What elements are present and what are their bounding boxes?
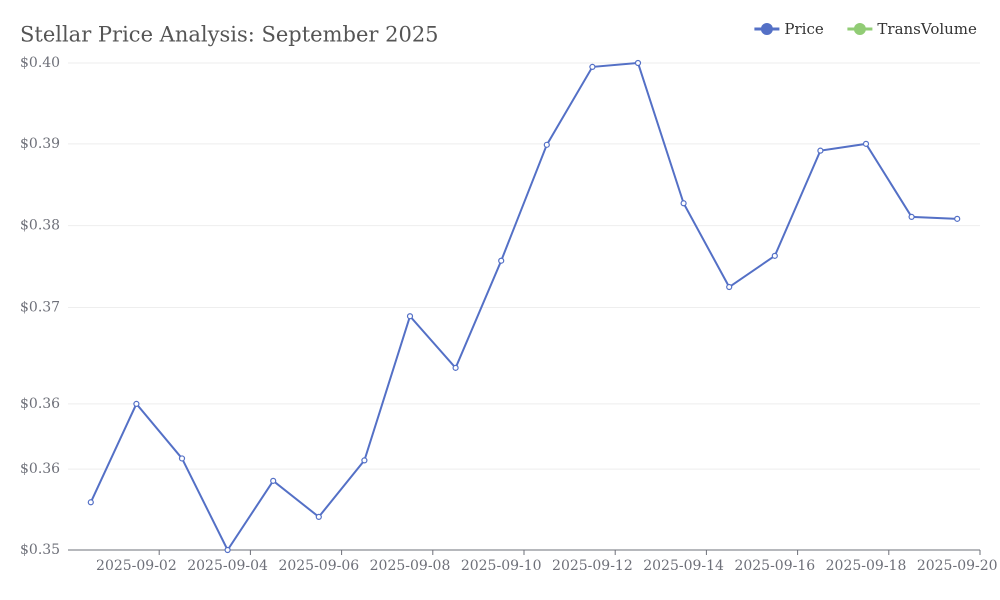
legend-swatch-dot — [760, 23, 773, 35]
x-tick-label: 2025-09-06 — [278, 558, 359, 574]
x-tick-label: 2025-09-02 — [96, 558, 177, 574]
chart-title: Stellar Price Analysis: September 2025 — [20, 23, 439, 47]
point — [954, 215, 961, 222]
y-tick-label: $0.35 — [20, 542, 60, 558]
point — [862, 140, 870, 147]
point — [680, 200, 687, 207]
point — [270, 477, 277, 484]
price-line — [89, 61, 958, 553]
point — [361, 457, 368, 464]
legend-label: TransVolume — [877, 20, 977, 38]
point — [178, 455, 186, 462]
point — [726, 283, 733, 291]
legend-swatch-dot — [853, 23, 866, 35]
x-tick-label: 2025-09-18 — [826, 558, 907, 574]
legend-label: Price — [784, 20, 823, 38]
x-tick-label: 2025-09-14 — [643, 558, 724, 574]
x-tick-label: 2025-09-12 — [552, 558, 633, 574]
point — [315, 513, 322, 520]
y-tick-label: $0.40 — [20, 55, 60, 71]
point — [133, 400, 140, 407]
point — [87, 499, 94, 506]
x-tick-label: 2025-09-08 — [370, 558, 451, 574]
y-tick-label: $0.39 — [20, 136, 60, 152]
y-tick-label: $0.38 — [20, 218, 60, 234]
point — [634, 59, 642, 67]
y-tick-label: $0.37 — [20, 299, 60, 315]
x-tick-label: 2025-09-04 — [187, 558, 268, 574]
point — [817, 147, 824, 154]
point — [589, 63, 596, 70]
point — [908, 213, 915, 220]
point — [543, 141, 550, 148]
point — [224, 546, 231, 554]
y-tick-label: $0.36 — [20, 461, 60, 477]
x-tick-label: 2025-09-20 — [917, 558, 998, 574]
point — [406, 313, 414, 320]
point — [771, 252, 778, 259]
x-tick-label: 2025-09-16 — [734, 558, 815, 574]
point — [498, 257, 505, 264]
y-tick-label: $0.36 — [20, 396, 60, 412]
x-tick-label: 2025-09-10 — [461, 558, 542, 574]
point — [452, 364, 459, 371]
